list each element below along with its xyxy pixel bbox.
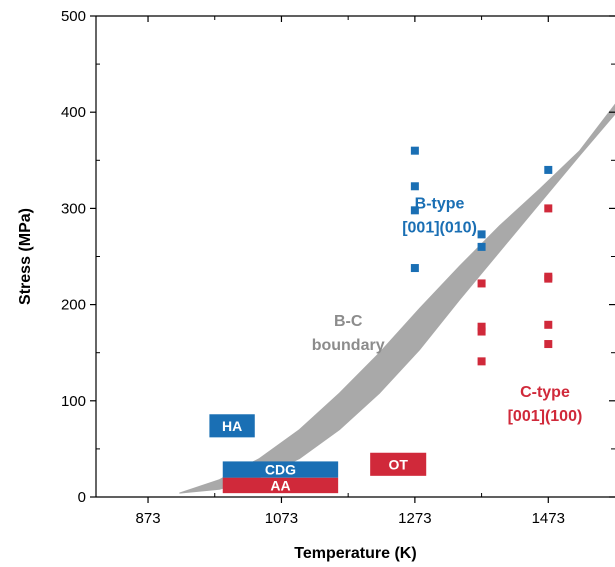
boundary-band [179,103,615,494]
x-tick-label: 1073 [265,510,298,527]
region-cdg-label: CDG [265,462,296,478]
c-type-point [544,340,553,349]
y-tick-label: 300 [61,200,86,217]
y-tick-label: 0 [78,489,86,506]
point-layer [410,146,553,366]
c-type-point [544,274,553,283]
axis-layer: 0 100 200 300 400 500 873 1073 1273 1473 [61,8,615,527]
region-cdg-box [222,461,339,478]
c-type-point [544,320,553,329]
y-axis-title: Stress (MPa) [17,208,34,305]
region-ha-label: HA [222,418,242,434]
y-tick-label: 400 [61,104,86,121]
annotation-2-line-0: C-type [520,384,570,401]
x-tick-label: 1473 [532,510,565,527]
region-ot-box [370,452,427,476]
c-type-point [477,322,486,331]
annotation-1-line-0: B-C [334,313,363,330]
x-axis-title: Temperature (K) [294,545,416,562]
region-ot-label: OT [388,456,408,472]
c-type-point [544,204,553,213]
b-type-point [477,242,486,251]
c-type-point [477,279,486,288]
x-tick-label: 1273 [398,510,431,527]
boundary-band-layer [179,103,615,494]
annotation-2-line-1: [001](100) [508,408,583,425]
region-aa-label: AA [270,477,290,493]
b-type-point [544,165,553,174]
b-type-point [410,206,419,215]
annotation-0-line-0: B-type [415,195,465,212]
region-ha-box [209,414,255,438]
b-type-point [410,182,419,191]
annotation-1-line-1: boundary [312,337,385,354]
y-tick-label: 200 [61,297,86,314]
y-tick-label: 100 [61,393,86,410]
b-type-point [477,230,486,239]
b-type-point [410,264,419,273]
y-tick-label: 500 [61,8,86,25]
c-type-point [477,327,486,336]
annotation-0-line-1: [001](010) [402,219,477,236]
b-type-point [410,146,419,155]
x-tick-label: 873 [136,510,161,527]
c-type-point [477,357,486,366]
region-aa-box [222,477,339,494]
annotation-layer: B-type [001](010) B-C boundary C-type [001](1… [312,195,583,425]
